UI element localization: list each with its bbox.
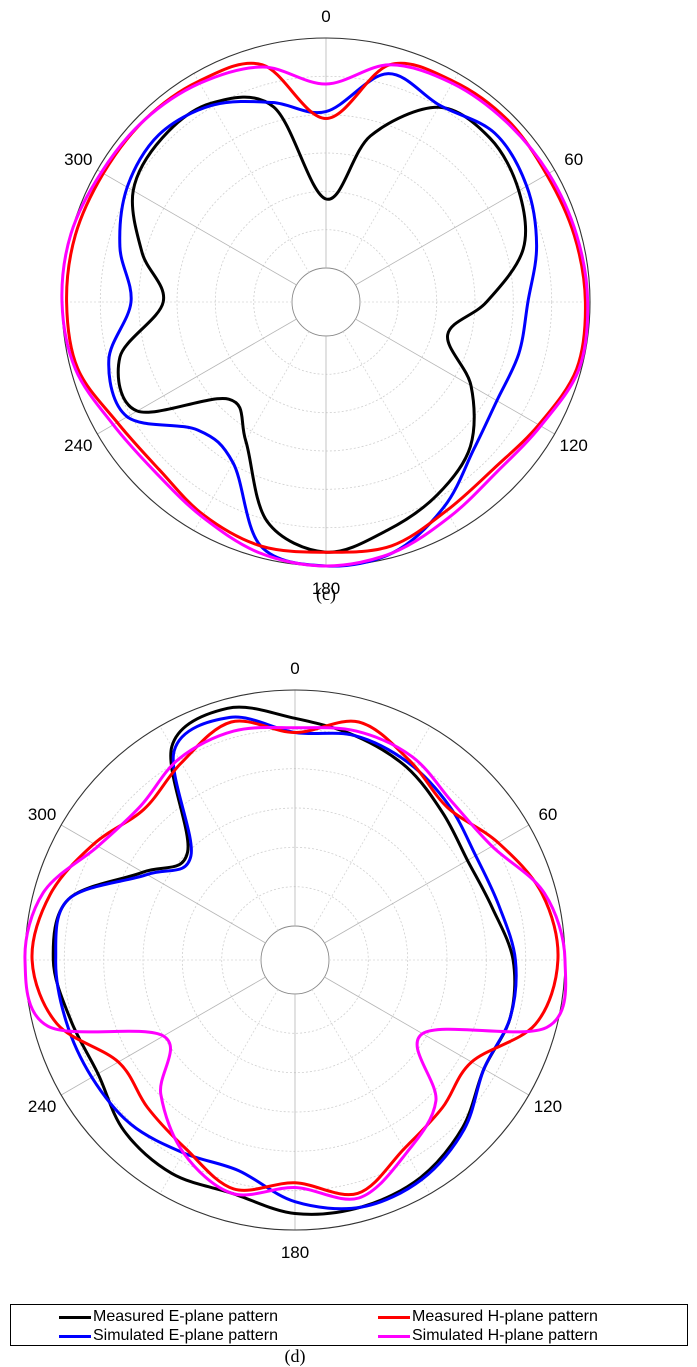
angle-tick-label: 60 <box>538 805 557 824</box>
legend-swatch-2 <box>59 1334 91 1338</box>
legend-swatch-0 <box>59 1315 91 1319</box>
legend: Measured E-plane pattern Measured H-plan… <box>10 1304 688 1346</box>
angular-gridline <box>342 331 459 531</box>
inner-ring <box>260 925 330 995</box>
legend-label-3: Simulated H-plane pattern <box>412 1327 598 1344</box>
polar-plot-d: 0 60 120 180 240 300 (d) <box>23 659 568 1367</box>
angular-gridline <box>355 169 555 286</box>
series-line-0 <box>51 705 517 1216</box>
angle-tick-label: 300 <box>28 805 56 824</box>
subplot-caption: (d) <box>285 1346 306 1367</box>
angular-gridline <box>159 726 279 931</box>
series-line-3 <box>23 725 568 1201</box>
angular-gridline <box>97 318 297 435</box>
series-line-0 <box>116 95 528 554</box>
series-line-1 <box>54 715 518 1211</box>
angle-tick-label: 0 <box>290 659 299 678</box>
legend-label-2: Simulated E-plane pattern <box>93 1327 278 1344</box>
legend-item-2: Simulated E-plane pattern <box>59 1326 278 1346</box>
angle-tick-label: 0 <box>321 7 330 26</box>
legend-label-1: Measured H-plane pattern <box>412 1308 598 1325</box>
angle-tick-label: 300 <box>64 150 92 169</box>
series-line-2 <box>30 719 560 1197</box>
series-line-3 <box>60 63 590 568</box>
radial-ring <box>99 75 553 529</box>
legend-swatch-3 <box>378 1334 410 1338</box>
legend-item-1: Measured H-plane pattern <box>378 1307 598 1327</box>
angle-tick-label: 180 <box>281 1243 309 1262</box>
legend-label-0: Measured E-plane pattern <box>93 1308 278 1325</box>
angle-tick-label: 240 <box>64 436 92 455</box>
angular-gridline <box>324 976 529 1096</box>
angular-gridline <box>97 169 297 286</box>
legend-item-3: Simulated H-plane pattern <box>378 1326 598 1346</box>
angular-gridline <box>355 318 555 435</box>
subplot-caption: (c) <box>316 584 336 605</box>
angle-tick-label: 60 <box>564 150 583 169</box>
angular-gridline <box>159 989 279 1195</box>
angular-gridline <box>311 989 431 1195</box>
series-line-2 <box>65 61 587 554</box>
angle-tick-label: 120 <box>560 436 588 455</box>
angle-tick-label: 180 <box>312 579 340 598</box>
inner-ring <box>291 267 361 337</box>
angular-gridline <box>61 824 266 944</box>
legend-swatch-1 <box>378 1315 410 1319</box>
legend-item-0: Measured E-plane pattern <box>59 1307 278 1327</box>
polar-plot-c: 0 60 120 180 240 300 (c) <box>60 7 591 605</box>
angular-gridline <box>324 824 529 944</box>
series-line-1 <box>107 72 539 568</box>
angular-gridline <box>342 73 459 273</box>
angle-tick-label: 120 <box>534 1097 562 1116</box>
angular-gridline <box>193 331 310 531</box>
angle-tick-label: 240 <box>28 1097 56 1116</box>
